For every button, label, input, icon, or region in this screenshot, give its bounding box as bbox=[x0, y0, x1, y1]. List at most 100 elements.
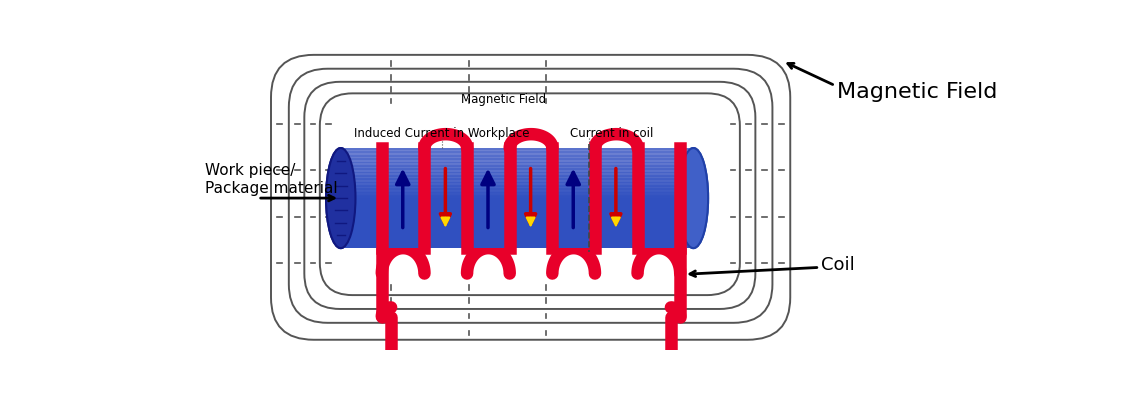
Bar bbox=[341, 193, 694, 195]
Bar bbox=[341, 159, 694, 160]
Bar bbox=[341, 190, 694, 191]
Bar bbox=[341, 159, 694, 160]
Bar bbox=[341, 196, 694, 197]
Bar bbox=[341, 152, 694, 154]
Bar bbox=[341, 193, 694, 194]
Bar bbox=[341, 185, 694, 186]
Bar bbox=[341, 150, 694, 151]
Bar bbox=[341, 186, 694, 187]
Bar bbox=[341, 187, 694, 189]
Bar bbox=[341, 173, 694, 174]
Bar bbox=[341, 184, 694, 185]
Bar bbox=[341, 171, 694, 172]
Ellipse shape bbox=[326, 148, 355, 248]
Bar bbox=[341, 148, 694, 149]
Bar bbox=[341, 183, 694, 184]
Bar bbox=[341, 181, 694, 182]
Bar bbox=[341, 169, 694, 170]
Bar bbox=[341, 148, 694, 149]
Bar bbox=[341, 188, 694, 189]
Bar bbox=[341, 156, 694, 157]
Bar bbox=[341, 157, 694, 158]
Bar bbox=[341, 197, 694, 198]
Bar bbox=[341, 184, 694, 185]
Bar bbox=[341, 160, 694, 162]
Bar bbox=[341, 187, 694, 188]
Text: Work piece/
Package material: Work piece/ Package material bbox=[205, 163, 338, 196]
Bar bbox=[341, 150, 694, 151]
Bar bbox=[341, 152, 694, 153]
Bar bbox=[341, 152, 694, 154]
Bar bbox=[341, 193, 694, 194]
Bar bbox=[341, 182, 694, 183]
Bar bbox=[341, 154, 694, 155]
Bar bbox=[341, 191, 694, 192]
Bar bbox=[341, 190, 694, 191]
Bar bbox=[341, 181, 694, 182]
Bar bbox=[341, 180, 694, 182]
Bar bbox=[341, 149, 694, 150]
Bar bbox=[341, 160, 694, 162]
Bar bbox=[341, 170, 694, 171]
Bar bbox=[341, 168, 694, 169]
Bar bbox=[341, 189, 694, 190]
Bar bbox=[341, 179, 694, 180]
Bar bbox=[341, 170, 694, 171]
Text: Coil: Coil bbox=[821, 256, 855, 274]
Bar bbox=[341, 196, 694, 197]
Bar bbox=[341, 178, 694, 179]
Bar bbox=[341, 175, 694, 176]
Bar bbox=[341, 197, 694, 198]
Bar bbox=[341, 165, 694, 166]
Bar bbox=[341, 164, 694, 165]
Bar bbox=[341, 195, 694, 196]
Bar bbox=[341, 156, 694, 158]
Bar bbox=[341, 166, 694, 167]
Bar bbox=[341, 167, 694, 169]
Bar bbox=[341, 196, 694, 198]
Bar bbox=[341, 152, 694, 153]
Bar bbox=[341, 195, 694, 196]
Bar bbox=[341, 183, 694, 184]
Text: Current in coil: Current in coil bbox=[570, 127, 654, 140]
Bar bbox=[341, 180, 694, 181]
Bar bbox=[341, 155, 694, 156]
Bar bbox=[341, 161, 694, 162]
Text: Magnetic Field: Magnetic Field bbox=[461, 93, 546, 106]
Bar bbox=[341, 179, 694, 180]
Bar bbox=[341, 163, 694, 164]
Bar bbox=[341, 194, 694, 195]
Bar bbox=[341, 189, 694, 191]
Bar bbox=[341, 177, 694, 178]
Bar bbox=[341, 186, 694, 187]
Bar bbox=[341, 161, 694, 162]
Bar bbox=[341, 174, 694, 175]
Bar bbox=[341, 180, 694, 182]
Bar bbox=[341, 187, 694, 189]
Bar bbox=[341, 170, 694, 171]
Bar bbox=[341, 167, 694, 168]
Bar bbox=[341, 189, 694, 191]
Bar bbox=[341, 188, 694, 189]
Bar bbox=[341, 193, 694, 195]
Bar bbox=[341, 163, 694, 164]
Bar bbox=[341, 160, 694, 161]
Bar bbox=[341, 185, 694, 186]
Text: Magnetic Field: Magnetic Field bbox=[837, 82, 997, 102]
Bar bbox=[341, 189, 694, 190]
Bar bbox=[341, 151, 694, 152]
Bar bbox=[341, 173, 694, 174]
Bar bbox=[341, 182, 694, 183]
Bar bbox=[341, 168, 694, 169]
Bar bbox=[341, 192, 694, 193]
Bar bbox=[341, 175, 694, 176]
Bar bbox=[341, 153, 694, 154]
Bar bbox=[341, 194, 694, 195]
Bar bbox=[341, 163, 694, 165]
Bar bbox=[341, 176, 694, 178]
Bar bbox=[341, 151, 694, 152]
Bar bbox=[341, 196, 694, 198]
Bar bbox=[341, 167, 694, 169]
Bar bbox=[341, 177, 694, 178]
Bar bbox=[341, 158, 694, 159]
